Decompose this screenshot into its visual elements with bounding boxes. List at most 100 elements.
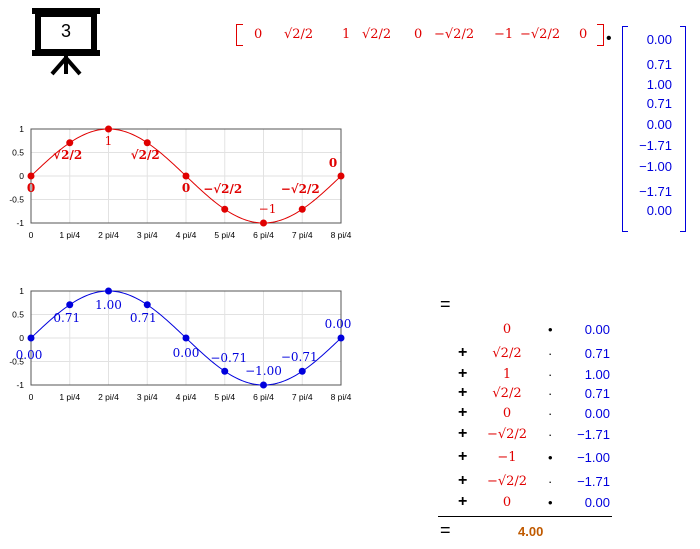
data-point <box>221 367 229 375</box>
data-point <box>143 301 151 309</box>
data-point <box>105 125 112 133</box>
data-point <box>66 301 74 309</box>
right-bracket <box>597 24 604 46</box>
data-label: 1 <box>105 134 113 148</box>
equals-sign-bottom: = <box>440 520 451 540</box>
sum-row: + −√2/2 · −1.71 <box>458 425 610 442</box>
blue-sine-chart: -1 -0.5 0 0.5 1 0 1 pi/4 2 pi/4 3 pi/4 4 pi/4 5 pi… <box>9 286 352 402</box>
x-tick-label: 7 pi/4 <box>292 392 313 402</box>
y-tick-label: 0 <box>19 333 24 343</box>
x-tick-label: 7 pi/4 <box>292 230 313 240</box>
data-label: √2/2 <box>131 148 160 162</box>
data-point <box>298 205 306 213</box>
x-tick-label: 0 <box>29 230 34 240</box>
sum-row: + √2/2 · 0.71 <box>458 344 610 361</box>
sum-row: + 1 · 1.00 <box>458 365 610 382</box>
y-tick-label: 1 <box>19 286 24 296</box>
row-entry: √2/2 <box>362 27 392 42</box>
row-entry: −√2/2 <box>520 27 561 42</box>
x-tick-label: 8 pi/4 <box>331 230 352 240</box>
data-point <box>260 219 267 227</box>
x-tick-label: 0 <box>29 392 34 402</box>
y-tick-label: -1 <box>16 218 24 228</box>
sum-table: 0 • 0.00 + √2/2 · 0.71 + 1 · 1.00 + √2/2… <box>458 320 628 520</box>
y-tick-label: -1 <box>16 380 24 390</box>
x-tick-label: 1 pi/4 <box>59 230 80 240</box>
data-point <box>337 172 345 180</box>
column-entry: 0.00 <box>646 117 672 132</box>
y-tick-label: 0.5 <box>12 310 24 320</box>
x-tick-label: 2 pi/4 <box>98 230 119 240</box>
x-tick-label: 6 pi/4 <box>253 230 274 240</box>
red-sine-chart: -1-0.500.510 1 pi/4 2 pi/4 3 pi/4 4 pi/4 5 pi… <box>9 124 352 240</box>
data-label: −0.71 <box>210 351 247 365</box>
data-label: 0 <box>329 156 337 170</box>
data-label: 0 <box>182 181 190 195</box>
data-label: √2/2 <box>53 148 82 162</box>
x-tick-label: 2 pi/4 <box>98 392 119 402</box>
row-entry: 0 <box>579 27 588 42</box>
sum-row: + 0 • 0.00 <box>458 493 610 510</box>
sum-row: + −1 • −1.00 <box>458 448 610 465</box>
y-tick-label: -0.5 <box>9 357 24 367</box>
data-point <box>66 139 74 147</box>
data-point <box>105 287 112 295</box>
data-label: 0.00 <box>173 346 200 360</box>
row-vector: 0 √2/2 1 √2/2 0 −√2/2 −1 −√2/2 0 <box>236 24 606 48</box>
y-tick-label: -0.5 <box>9 195 24 205</box>
x-tick-label: 8 pi/4 <box>331 392 352 402</box>
data-label: −0.71 <box>281 350 318 364</box>
data-point <box>298 367 306 375</box>
sum-row: 0 • 0.00 <box>502 322 610 337</box>
row-entry: √2/2 <box>284 27 314 42</box>
data-point <box>27 334 35 342</box>
left-bracket <box>236 24 243 46</box>
column-entry: 0.00 <box>646 203 672 218</box>
data-label: −√2/2 <box>281 182 320 196</box>
dot-product-result: 4.00 <box>518 524 544 539</box>
data-label: −√2/2 <box>203 182 242 196</box>
y-tick-label: 0.5 <box>12 148 24 158</box>
x-tick-label: 4 pi/4 <box>176 392 197 402</box>
x-tick-label: 6 pi/4 <box>253 392 274 402</box>
data-label: 0.71 <box>130 311 157 325</box>
data-label: −1 <box>259 202 277 216</box>
column-entry: 0.71 <box>646 57 672 72</box>
dot-product-operator: • <box>606 30 612 47</box>
sum-divider <box>438 516 612 517</box>
y-tick-label: 0 <box>19 171 24 181</box>
data-label: −1.00 <box>245 364 282 378</box>
data-point <box>182 172 190 180</box>
sum-row: + −√2/2 · −1.71 <box>458 472 610 489</box>
row-entry: −√2/2 <box>434 27 475 42</box>
column-entry: 0.00 <box>646 32 672 47</box>
row-entry: 1 <box>342 27 351 42</box>
column-entry: −1.00 <box>639 159 672 174</box>
column-entry: 0.71 <box>646 96 672 111</box>
data-point <box>143 139 151 147</box>
x-tick-label: 3 pi/4 <box>137 392 158 402</box>
sum-row: + 0 · 0.00 <box>458 404 610 421</box>
row-entry: 0 <box>414 27 423 42</box>
data-point <box>221 205 229 213</box>
data-label: 0.71 <box>53 311 80 325</box>
data-label: 1.00 <box>95 298 122 312</box>
data-point <box>337 334 345 342</box>
x-tick-label: 1 pi/4 <box>59 392 80 402</box>
data-point <box>182 334 190 342</box>
x-tick-label: 4 pi/4 <box>176 230 197 240</box>
x-tick-label: 5 pi/4 <box>214 392 235 402</box>
y-tick-label: 1 <box>19 124 24 134</box>
column-vector: 0.00 0.71 1.00 0.71 0.00 −1.71 −1.00 −1.… <box>622 26 686 232</box>
row-entry: 0 <box>254 27 263 42</box>
data-label: 0.00 <box>325 317 352 331</box>
sum-row: + √2/2 · 0.71 <box>458 384 610 401</box>
data-point <box>260 381 267 389</box>
x-tick-label: 5 pi/4 <box>214 230 235 240</box>
column-entry: −1.71 <box>639 184 672 199</box>
equals-sign-top: = <box>440 294 451 314</box>
row-entry: −1 <box>494 27 514 42</box>
data-label: 0 <box>27 181 35 195</box>
data-label: 0.00 <box>16 348 43 362</box>
column-entry: 1.00 <box>646 77 672 92</box>
